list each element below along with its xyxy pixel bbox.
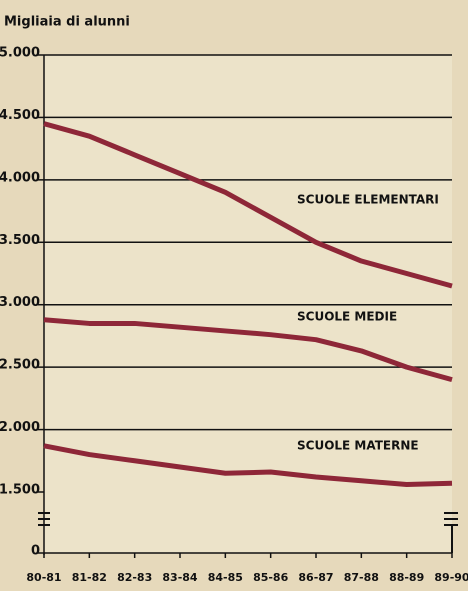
y-tick-label: 3.000 [0,295,40,310]
x-tick-label: 82-83 [117,571,152,584]
x-tick-label: 87-88 [344,571,379,584]
series-line [43,443,453,488]
series-line [43,317,453,383]
x-tick-label: 85-86 [253,571,289,584]
x-tick-label: 84-85 [208,571,243,584]
y-tick-label: 5.000 [0,46,40,61]
series-label: SCUOLE MEDIE [297,310,397,324]
x-tick-label: 80-81 [26,571,61,584]
y-tick-label: 0 [31,544,40,559]
chart-title: Migliaia di alunni [4,15,130,30]
y-tick-label: 4.500 [0,108,40,123]
x-tick-label: 81-82 [72,571,107,584]
y-tick-label: 2.000 [0,420,40,435]
y-tick-label: 4.000 [0,170,40,185]
series-label: SCUOLE ELEMENTARI [297,193,439,207]
y-tick-label: 1.500 [0,483,40,498]
x-tick-label: 88-89 [389,571,424,584]
y-tick-label: 3.500 [0,233,40,248]
series-label: SCUOLE MATERNE [297,439,419,453]
axis-break-left [38,512,50,526]
axis-break-right [444,512,458,553]
y-tick-label: 2.500 [0,358,40,373]
x-tick-label: 89-90 [434,571,468,584]
x-tick-label: 86-87 [298,571,333,584]
x-tick-label: 83-84 [162,571,198,584]
series-line [43,121,453,289]
